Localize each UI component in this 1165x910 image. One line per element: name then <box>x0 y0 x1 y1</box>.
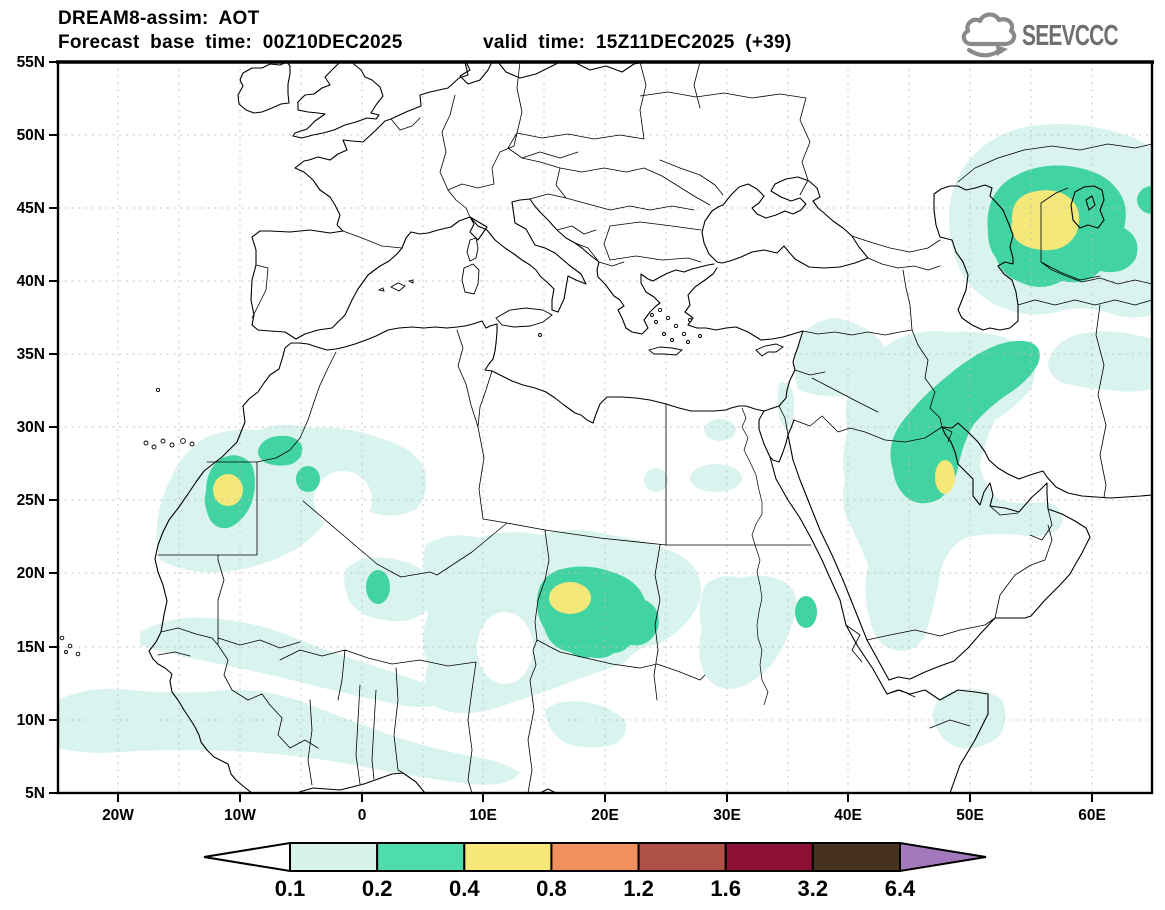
island-sardinia <box>461 263 480 295</box>
lat-tick-label: 10N <box>17 712 45 729</box>
lat-tick-label: 50N <box>17 127 45 144</box>
colorbar-segment <box>376 842 466 872</box>
island-dots <box>59 307 702 657</box>
lat-tick-label: 55N <box>17 54 45 71</box>
coastline-caspian-sea <box>933 184 1019 331</box>
lon-tick-label: 20W <box>102 807 134 824</box>
lat-lon-gridlines <box>58 62 1152 793</box>
island-sicily <box>495 307 553 328</box>
colorbar-segment <box>637 842 727 872</box>
colorbar-label: 0.4 <box>449 876 480 901</box>
lat-tick-label: 30N <box>17 419 45 436</box>
colorbar-label: 3.2 <box>798 876 829 901</box>
coastline-gulf-of-guinea <box>295 772 557 793</box>
lat-tick-label: 15N <box>17 639 45 656</box>
colorbar-label: 0.2 <box>362 876 393 901</box>
lat-tick-label: 5N <box>25 785 45 802</box>
geography-lines <box>59 62 1152 793</box>
nile-river <box>741 407 769 706</box>
cloud-arrow-icon <box>961 12 1017 58</box>
colorbar-arrow-right <box>899 841 987 873</box>
lat-tick-label: 20N <box>17 565 45 582</box>
coastline-italy <box>469 198 715 335</box>
seevccc-logo: SEEVCCC <box>956 12 1155 60</box>
coastline-denmark-baltic <box>459 62 645 85</box>
aot-level-0.4-patches <box>213 190 1080 614</box>
axis-ticks <box>49 61 1093 802</box>
island-crete <box>648 346 684 356</box>
lon-tick-label: 40E <box>834 807 862 824</box>
colorbar-segment <box>724 842 814 872</box>
lon-tick-label: 10E <box>469 807 497 824</box>
colorbar-label: 1.6 <box>710 876 741 901</box>
lon-tick-label: 0 <box>358 807 367 824</box>
page-title: DREAM8-assim: AOT <box>58 8 260 29</box>
forecast-base-time: Forecast base time: 00Z10DEC2025 <box>58 32 403 53</box>
coastline-british-isles <box>237 62 384 139</box>
country-borders <box>157 62 1152 793</box>
island-corsica <box>466 237 479 262</box>
axis-labels: 20W 10W 0 10E 20E 30E 40E 50E 60E 55N 50N 45N 40N 35N… <box>17 54 1106 824</box>
lat-tick-label: 25N <box>17 492 45 509</box>
colorbar-label: 1.2 <box>623 876 654 901</box>
lat-tick-label: 40N <box>17 273 45 290</box>
colorbar-arrow-left <box>203 841 291 873</box>
lon-tick-label: 20E <box>591 807 619 824</box>
lat-tick-label: 35N <box>17 346 45 363</box>
colorbar-segment <box>550 842 640 872</box>
colorbar-segment <box>289 842 379 872</box>
lon-tick-label: 10W <box>224 807 256 824</box>
colorbar-label: 6.4 <box>885 876 916 901</box>
lon-tick-label: 50E <box>956 807 984 824</box>
colorbar-segment <box>811 842 901 872</box>
coastline-red-sea <box>758 410 890 695</box>
coastline-europe-west <box>250 62 488 340</box>
coastline-black-sea <box>701 176 869 269</box>
aot-contour-layers <box>58 124 1152 785</box>
colorbar-label: 0.1 <box>275 876 306 901</box>
logo-text: SEEVCCC <box>1021 19 1119 52</box>
colorbar-label: 0.8 <box>536 876 567 901</box>
lat-tick-label: 45N <box>17 200 45 217</box>
island-cyprus <box>755 343 784 357</box>
colorbar-legend: 0.1 0.2 0.4 0.8 1.2 1.6 3.2 6.4 <box>203 841 987 901</box>
valid-time: valid time: 15Z11DEC2025 (+39) <box>483 32 792 53</box>
island-balearics <box>377 279 414 292</box>
aot-contour-holes <box>314 471 706 724</box>
lon-tick-label: 60E <box>1078 807 1106 824</box>
colorbar-segment <box>463 842 553 872</box>
coastline-africa-levant <box>148 267 804 793</box>
lon-tick-label: 30E <box>713 807 741 824</box>
coastline-aral-sea <box>1070 185 1105 229</box>
